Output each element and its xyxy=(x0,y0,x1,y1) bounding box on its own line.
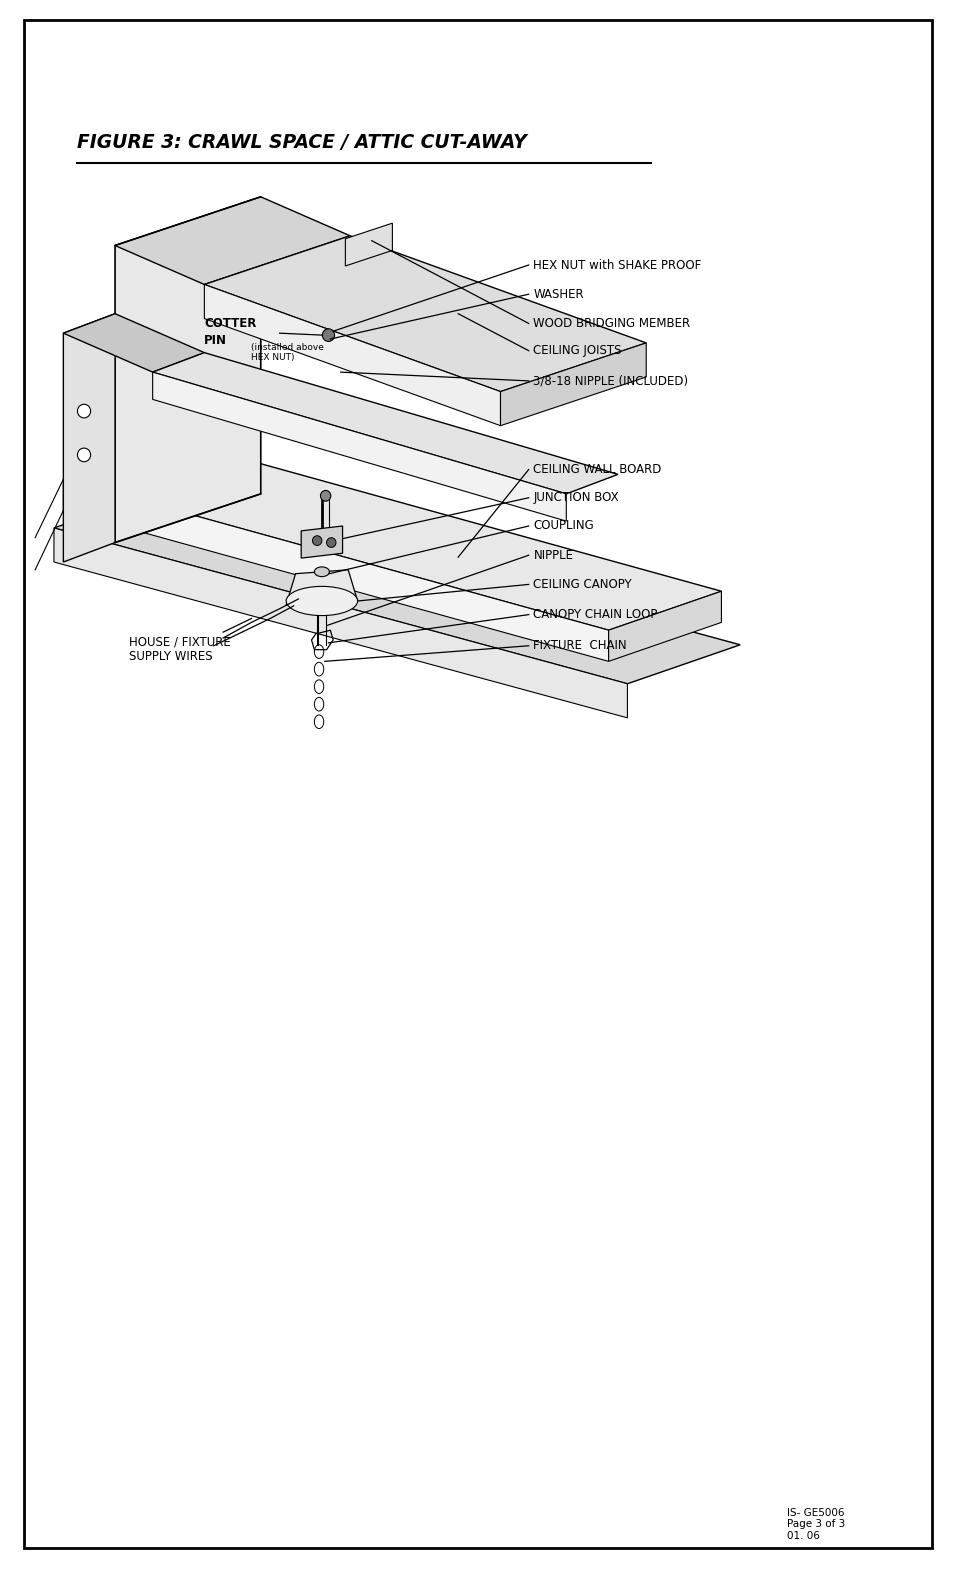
Text: CEILING CANOPY: CEILING CANOPY xyxy=(533,578,632,591)
Polygon shape xyxy=(152,373,566,522)
Circle shape xyxy=(326,538,335,547)
Polygon shape xyxy=(345,223,392,266)
Text: NIPPLE: NIPPLE xyxy=(533,549,573,561)
Text: WOOD BRIDGING MEMBER: WOOD BRIDGING MEMBER xyxy=(533,318,690,330)
Polygon shape xyxy=(115,196,350,285)
Text: (installed above
HEX NUT): (installed above HEX NUT) xyxy=(251,343,324,362)
Text: COUPLING: COUPLING xyxy=(533,519,594,533)
Text: COTTER: COTTER xyxy=(204,318,256,330)
Circle shape xyxy=(322,329,335,341)
Polygon shape xyxy=(115,196,260,542)
Circle shape xyxy=(77,448,91,462)
Ellipse shape xyxy=(314,567,329,577)
Polygon shape xyxy=(54,528,627,718)
Circle shape xyxy=(77,404,91,418)
Polygon shape xyxy=(63,314,204,373)
Text: IS- GE5006
Page 3 of 3
01. 06: IS- GE5006 Page 3 of 3 01. 06 xyxy=(786,1508,844,1541)
Text: FIXTURE  CHAIN: FIXTURE CHAIN xyxy=(533,640,626,652)
Polygon shape xyxy=(608,591,720,662)
Text: CANOPY CHAIN LOOP: CANOPY CHAIN LOOP xyxy=(533,608,657,621)
Text: WASHER: WASHER xyxy=(533,288,583,300)
Polygon shape xyxy=(63,479,608,662)
Text: HOUSE / FIXTURE
SUPPLY WIRES: HOUSE / FIXTURE SUPPLY WIRES xyxy=(129,635,231,663)
Polygon shape xyxy=(152,352,618,494)
Polygon shape xyxy=(63,314,115,563)
Circle shape xyxy=(320,490,331,501)
Polygon shape xyxy=(204,236,645,391)
Text: 3/8-18 NIPPLE (INCLUDED): 3/8-18 NIPPLE (INCLUDED) xyxy=(533,374,688,387)
Polygon shape xyxy=(500,343,645,426)
Polygon shape xyxy=(286,569,357,605)
Circle shape xyxy=(313,536,321,545)
Polygon shape xyxy=(54,489,740,684)
Text: HEX NUT with SHAKE PROOF: HEX NUT with SHAKE PROOF xyxy=(533,258,700,272)
Text: CEILING WALL BOARD: CEILING WALL BOARD xyxy=(533,464,661,476)
Polygon shape xyxy=(204,285,500,426)
Ellipse shape xyxy=(286,586,357,616)
Text: PIN: PIN xyxy=(204,335,227,347)
Polygon shape xyxy=(63,440,720,630)
Text: CEILING JOISTS: CEILING JOISTS xyxy=(533,344,621,357)
Text: JUNCTION BOX: JUNCTION BOX xyxy=(533,490,618,505)
Polygon shape xyxy=(301,527,342,558)
Text: FIGURE 3: CRAWL SPACE / ATTIC CUT-AWAY: FIGURE 3: CRAWL SPACE / ATTIC CUT-AWAY xyxy=(77,134,527,152)
